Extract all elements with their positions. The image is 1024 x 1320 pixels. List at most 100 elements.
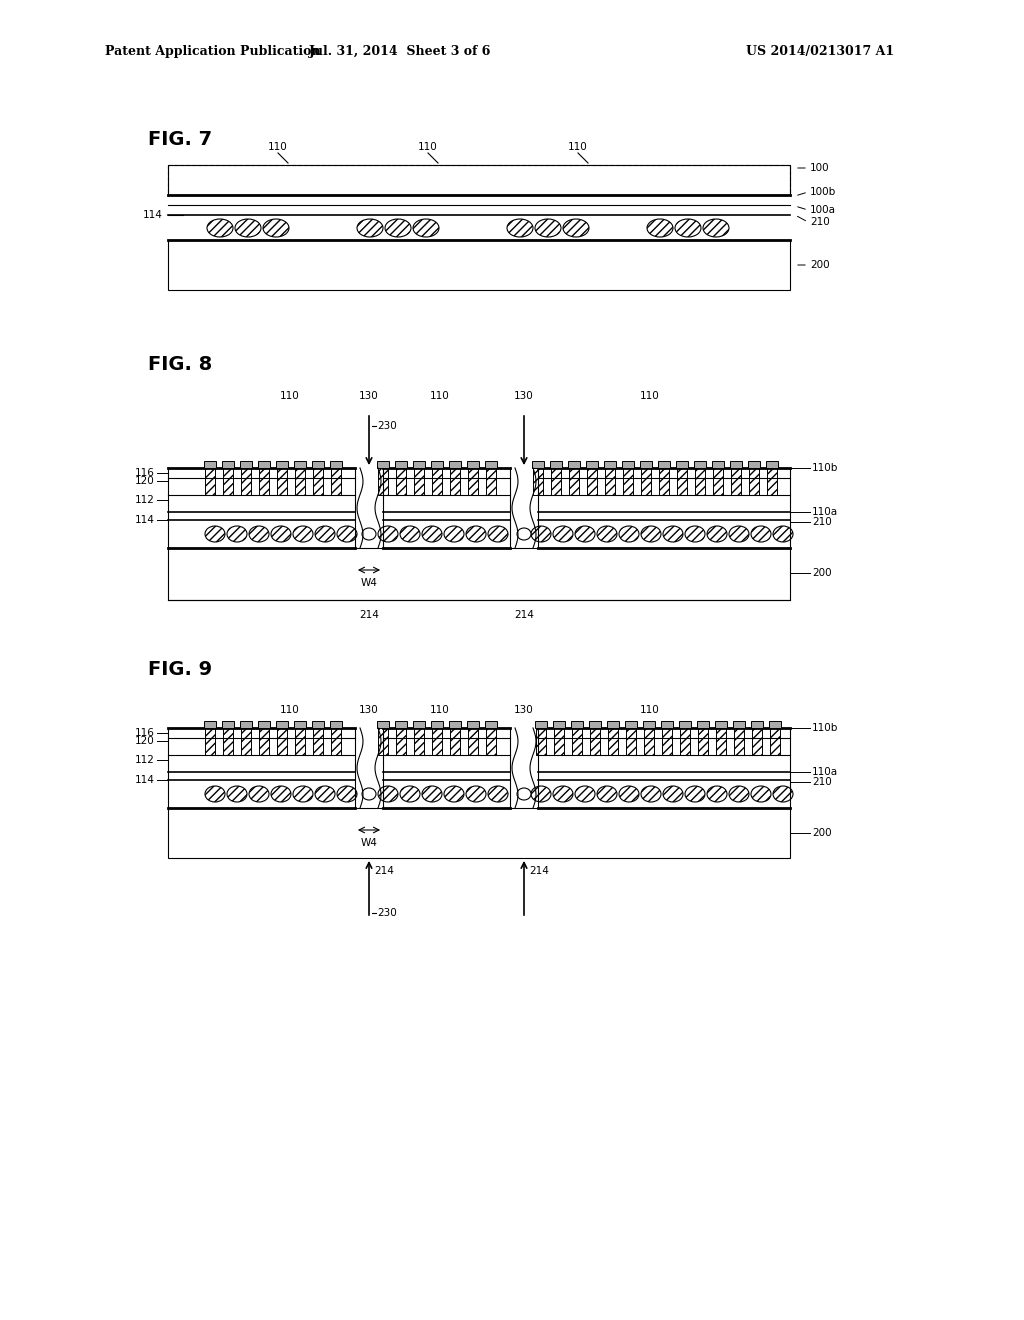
Bar (662, 729, 672, 755)
Text: 110: 110 (640, 705, 659, 715)
Bar (468, 469, 478, 495)
Text: 214: 214 (529, 866, 549, 876)
Text: 114: 114 (143, 210, 163, 220)
Bar (258, 721, 270, 729)
Text: 200: 200 (812, 828, 831, 838)
Ellipse shape (531, 785, 551, 803)
Bar (485, 721, 497, 729)
Text: 214: 214 (374, 866, 394, 876)
Bar (534, 469, 543, 495)
Bar (413, 721, 425, 729)
Text: 200: 200 (812, 568, 831, 578)
Bar (377, 461, 389, 469)
Bar (450, 469, 460, 495)
Bar (395, 721, 407, 729)
Ellipse shape (207, 219, 233, 238)
Bar (259, 469, 269, 495)
Bar (715, 721, 727, 729)
Text: 112: 112 (135, 495, 155, 506)
Bar (468, 729, 478, 755)
Bar (698, 729, 708, 755)
Text: 120: 120 (135, 737, 155, 746)
Text: 100: 100 (810, 162, 829, 173)
Bar (770, 729, 780, 755)
Bar (295, 469, 305, 495)
Bar (590, 729, 600, 755)
Bar (694, 461, 706, 469)
Bar (222, 721, 234, 729)
Text: Patent Application Publication: Patent Application Publication (105, 45, 321, 58)
Bar (662, 721, 673, 729)
Bar (731, 469, 741, 495)
Ellipse shape (378, 525, 398, 543)
Bar (331, 729, 341, 755)
Bar (608, 729, 618, 755)
Bar (313, 469, 323, 495)
Bar (767, 469, 777, 495)
Bar (413, 461, 425, 469)
Bar (604, 461, 616, 469)
Ellipse shape (444, 785, 464, 803)
Bar (205, 469, 215, 495)
Text: 110: 110 (418, 143, 438, 152)
Bar (486, 469, 496, 495)
Ellipse shape (517, 528, 531, 540)
Text: 116: 116 (135, 729, 155, 738)
Ellipse shape (663, 525, 683, 543)
Text: 130: 130 (359, 391, 379, 401)
Bar (587, 469, 597, 495)
Bar (168, 808, 790, 858)
Bar (396, 729, 406, 755)
Bar (748, 461, 760, 469)
Text: 100a: 100a (810, 205, 836, 215)
Ellipse shape (663, 785, 683, 803)
Ellipse shape (675, 219, 701, 238)
Bar (607, 721, 618, 729)
Ellipse shape (413, 219, 439, 238)
Ellipse shape (618, 785, 639, 803)
Bar (643, 721, 655, 729)
Bar (749, 469, 759, 495)
Ellipse shape (205, 525, 225, 543)
Bar (278, 469, 287, 495)
Text: US 2014/0213017 A1: US 2014/0213017 A1 (745, 45, 894, 58)
Bar (679, 721, 691, 729)
Bar (568, 461, 580, 469)
Bar (432, 729, 442, 755)
Bar (713, 469, 723, 495)
Bar (658, 461, 670, 469)
Ellipse shape (553, 525, 573, 543)
Ellipse shape (466, 525, 486, 543)
Text: FIG. 9: FIG. 9 (148, 660, 212, 678)
Bar (378, 729, 388, 755)
Ellipse shape (227, 525, 247, 543)
Ellipse shape (517, 788, 531, 800)
Bar (676, 461, 688, 469)
Bar (467, 461, 479, 469)
Ellipse shape (707, 525, 727, 543)
Ellipse shape (362, 528, 376, 540)
Ellipse shape (685, 525, 705, 543)
Bar (168, 548, 790, 601)
Bar (677, 469, 687, 495)
Ellipse shape (205, 785, 225, 803)
Bar (168, 240, 790, 290)
Ellipse shape (707, 785, 727, 803)
Bar (712, 461, 724, 469)
Bar (589, 721, 601, 729)
Ellipse shape (685, 785, 705, 803)
Ellipse shape (378, 785, 398, 803)
Text: Jul. 31, 2014  Sheet 3 of 6: Jul. 31, 2014 Sheet 3 of 6 (309, 45, 492, 58)
Ellipse shape (488, 525, 508, 543)
Text: 120: 120 (135, 477, 155, 486)
Ellipse shape (641, 525, 662, 543)
Ellipse shape (271, 525, 291, 543)
Text: FIG. 8: FIG. 8 (148, 355, 212, 374)
Ellipse shape (293, 525, 313, 543)
Bar (223, 469, 233, 495)
Bar (330, 721, 342, 729)
Text: 112: 112 (135, 755, 155, 766)
Bar (569, 469, 579, 495)
Bar (204, 461, 216, 469)
Text: 110: 110 (430, 705, 450, 715)
